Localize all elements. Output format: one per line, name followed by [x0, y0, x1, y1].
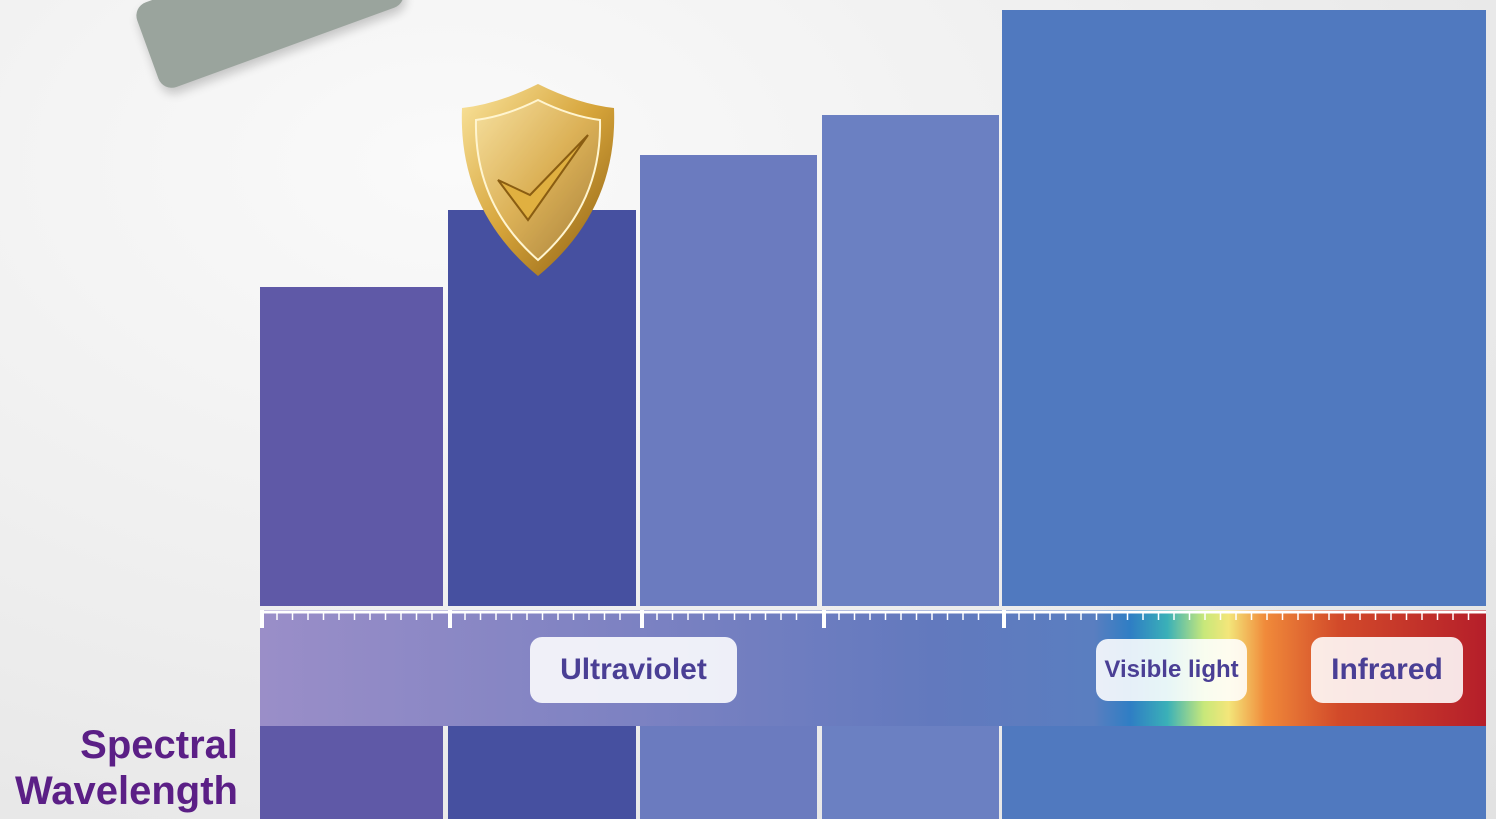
page: 500+nm800400Ultra-long wave UVA (+)320~4…	[0, 0, 1496, 819]
ruler	[0, 0, 1496, 819]
shield-icon	[458, 80, 618, 280]
